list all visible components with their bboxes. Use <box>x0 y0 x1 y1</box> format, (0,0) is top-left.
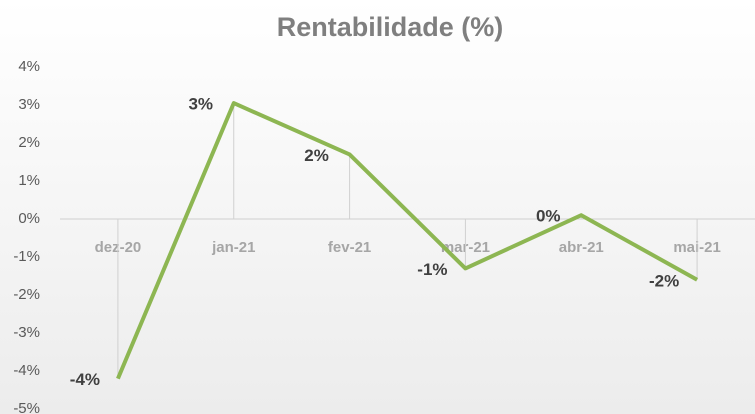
x-tick-label: abr-21 <box>559 239 604 256</box>
y-tick-label: -3% <box>13 324 40 341</box>
y-tick-label: -2% <box>13 286 40 303</box>
data-label: 0% <box>536 207 561 226</box>
y-tick-label: 0% <box>18 210 40 227</box>
x-tick-label: jan-21 <box>211 239 255 256</box>
y-tick-label: 3% <box>18 96 40 113</box>
data-label: -2% <box>649 271 679 290</box>
y-tick-label: -4% <box>13 362 40 379</box>
y-tick-label: 1% <box>18 172 40 189</box>
data-label: 2% <box>304 146 329 165</box>
data-label: -4% <box>70 370 100 389</box>
chart-title: Rentabilidade (%) <box>277 12 504 42</box>
data-line <box>116 101 699 380</box>
y-tick-label: -1% <box>13 248 40 265</box>
data-label: -1% <box>417 260 447 279</box>
x-tick-label: fev-21 <box>328 239 371 256</box>
y-tick-label: 4% <box>18 58 40 75</box>
data-label: 3% <box>188 95 213 114</box>
y-tick-label: -5% <box>13 400 40 414</box>
y-tick-label: 2% <box>18 134 40 151</box>
